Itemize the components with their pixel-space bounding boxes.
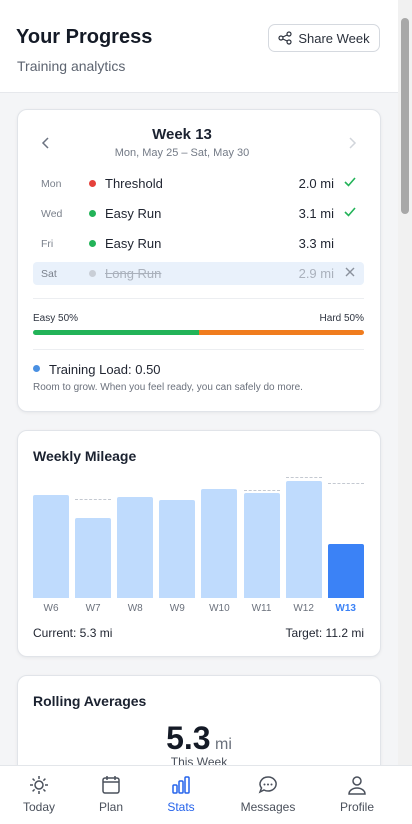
workout-row[interactable]: Fri Easy Run 3.3 mi: [33, 232, 364, 255]
workout-distance: 3.1 mi: [298, 206, 334, 221]
workout-name: Long Run: [105, 266, 162, 281]
status-dot: [89, 180, 96, 187]
bar: [327, 543, 364, 598]
target-line: [75, 499, 112, 501]
current-mileage: Current: 5.3 mi: [33, 626, 113, 640]
nav-label: Today: [22, 800, 56, 814]
mileage-card: [17, 430, 381, 657]
week-card: [17, 109, 381, 412]
nav-item[interactable]: Messages: [228, 766, 308, 824]
check-icon: [344, 177, 356, 187]
workout-name: Threshold: [105, 176, 163, 191]
status-dot: [89, 270, 96, 277]
nav-item[interactable]: Plan: [71, 766, 151, 824]
workout-distance: 2.9 mi: [298, 266, 334, 281]
x-tick-label: W9: [169, 603, 185, 614]
nav-item[interactable]: Today: [0, 766, 79, 824]
nav-label: Plan: [98, 800, 124, 814]
bar: [117, 497, 154, 598]
share-label: Share Week: [298, 30, 370, 46]
workout-row[interactable]: Mon Threshold 2.0 mi: [33, 172, 364, 195]
hard-label: Hard 50%: [319, 313, 364, 324]
bar: [33, 494, 69, 598]
day-label: Sat: [41, 267, 57, 280]
x-tick-label: W11: [251, 603, 272, 614]
x-tick-label: W13: [335, 603, 356, 614]
nav-item[interactable]: Stats: [141, 766, 221, 824]
status-icon: [344, 266, 364, 281]
status-dot: [89, 210, 96, 217]
workout-name: Easy Run: [105, 236, 162, 251]
bar: [285, 480, 322, 598]
workout-row[interactable]: Sat Long Run 2.9 mi: [33, 262, 364, 285]
divider: [33, 298, 364, 299]
target-line: [327, 482, 364, 484]
target-mileage: Target: 11.2 mi: [285, 626, 364, 640]
bar: [243, 492, 280, 598]
x-tick-label: W12: [293, 603, 314, 614]
x-icon: [345, 267, 355, 277]
bar: [201, 488, 238, 598]
week-dates: Mon, May 25 – Sat, May 30: [114, 147, 250, 159]
workout-distance: 3.3 mi: [298, 236, 334, 251]
rolling-value: 5.3: [166, 720, 211, 756]
share-button[interactable]: Share Week: [268, 24, 380, 52]
bar: [159, 500, 196, 598]
day-label: Wed: [41, 207, 63, 220]
x-tick-label: W10: [209, 603, 230, 614]
easy-label: Easy 50%: [33, 313, 79, 324]
nav-label: Stats: [167, 800, 195, 814]
rolling-title: Rolling Averages: [33, 693, 147, 709]
x-tick-label: W6: [43, 603, 59, 614]
check-icon: [344, 207, 356, 217]
load-dot: [33, 365, 40, 372]
nav-icon: [102, 776, 120, 794]
nav-label: Messages: [240, 800, 296, 814]
status-icon: [344, 176, 364, 191]
hard-segment: [198, 330, 364, 335]
day-label: Fri: [41, 237, 54, 250]
workout-name: Easy Run: [105, 206, 162, 221]
bar: [75, 518, 112, 598]
scrollbar-thumb[interactable]: [401, 18, 409, 214]
status-icon: [344, 206, 364, 221]
workout-distance: 2.0 mi: [298, 176, 334, 191]
mileage-title: Weekly Mileage: [33, 448, 137, 464]
training-load: Training Load: 0.50: [49, 362, 161, 377]
prev-week[interactable]: [40, 136, 52, 150]
rolling-value-row: 5.3 mi: [0, 720, 398, 757]
target-line: [285, 476, 322, 478]
nav-icon: [30, 776, 48, 794]
divider: [33, 349, 364, 350]
status-dot: [89, 240, 96, 247]
nav-icon: [258, 776, 277, 794]
next-week[interactable]: [346, 136, 358, 150]
intensity-bar: [33, 330, 364, 335]
x-tick-label: W7: [85, 603, 101, 614]
workout-row[interactable]: Wed Easy Run 3.1 mi: [33, 202, 364, 225]
nav-icon: [348, 776, 366, 795]
share-icon: [278, 31, 292, 45]
week-title: Week 13: [152, 126, 212, 143]
bottom-nav: Today Plan Stats Messages Profile: [0, 765, 412, 824]
nav-icon: [172, 776, 190, 794]
page-title: Your Progress: [16, 26, 153, 48]
page-subtitle: Training analytics: [17, 58, 126, 74]
easy-segment: [33, 330, 199, 335]
x-tick-label: W8: [127, 603, 143, 614]
day-label: Mon: [41, 177, 62, 190]
nav-item[interactable]: Profile: [317, 766, 397, 824]
load-note: Room to grow. When you feel ready, you c…: [33, 382, 303, 393]
nav-label: Profile: [339, 800, 374, 814]
rolling-unit: mi: [215, 736, 232, 753]
target-line: [243, 489, 280, 491]
